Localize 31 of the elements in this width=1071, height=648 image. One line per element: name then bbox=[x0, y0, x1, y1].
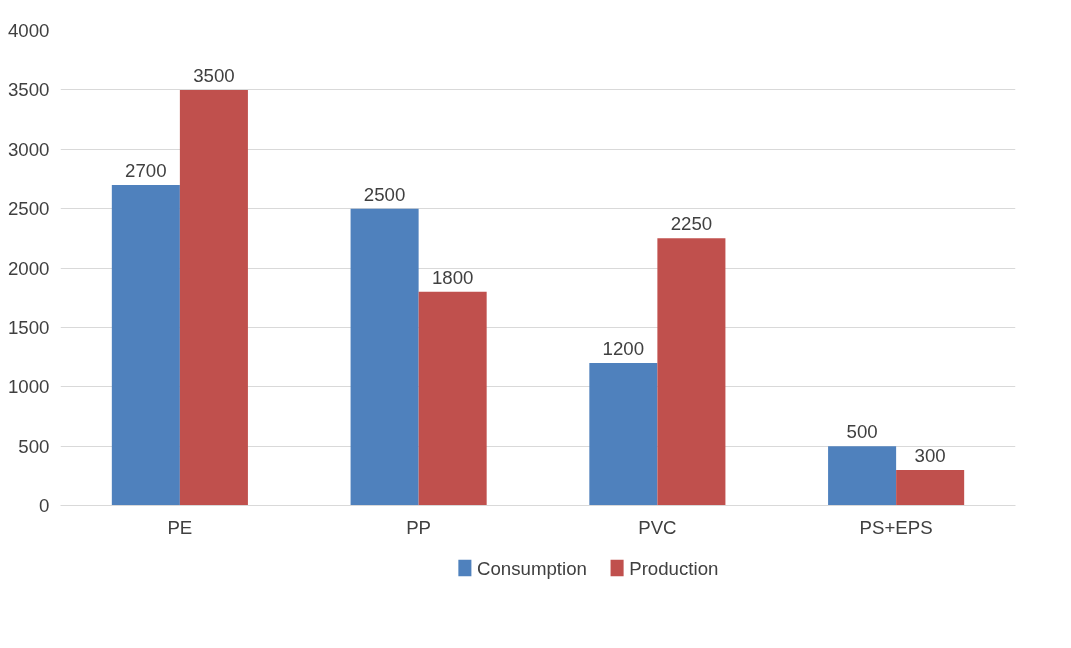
y-tick-label: 2000 bbox=[8, 257, 50, 279]
bar bbox=[111, 184, 180, 506]
bar bbox=[589, 363, 658, 506]
y-tick-label: 500 bbox=[18, 435, 50, 457]
y-tick-label: 3000 bbox=[8, 138, 50, 160]
legend-label: Production bbox=[629, 557, 719, 579]
y-tick-label: 2500 bbox=[8, 198, 50, 220]
bar bbox=[418, 291, 487, 506]
x-tick-label: PVC bbox=[638, 516, 677, 538]
data-label: 1200 bbox=[602, 338, 645, 359]
bar bbox=[179, 89, 248, 506]
y-tick-label: 0 bbox=[39, 495, 50, 516]
bar bbox=[828, 446, 897, 506]
data-label: 1800 bbox=[431, 266, 474, 288]
y-tick-label: 1500 bbox=[8, 316, 50, 338]
data-label: 500 bbox=[846, 421, 878, 443]
x-tick-label: PP bbox=[406, 516, 432, 538]
data-label: 2700 bbox=[125, 159, 167, 181]
y-tick-label: 3500 bbox=[8, 79, 50, 101]
data-label: 2250 bbox=[670, 213, 713, 235]
y-tick-label: 1000 bbox=[8, 376, 50, 398]
data-label: 2500 bbox=[363, 183, 406, 205]
y-tick-label: 4000 bbox=[8, 20, 50, 41]
bar bbox=[896, 469, 965, 506]
bar bbox=[657, 238, 726, 506]
data-label: 300 bbox=[914, 444, 946, 466]
x-tick-label: PS+EPS bbox=[859, 516, 933, 538]
data-label: 3500 bbox=[193, 64, 235, 86]
x-tick-label: PE bbox=[167, 516, 193, 538]
legend-label: Consumption bbox=[477, 557, 587, 579]
bar bbox=[350, 208, 419, 506]
